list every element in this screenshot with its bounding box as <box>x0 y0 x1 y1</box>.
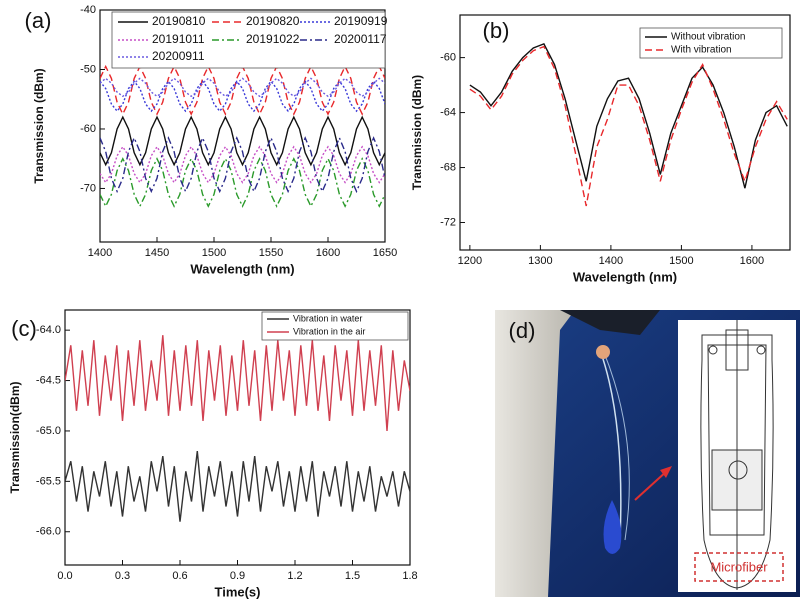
legend-label: With vibration <box>671 45 732 56</box>
series-line <box>100 157 385 208</box>
y-tick-label: -65.0 <box>36 425 61 437</box>
x-tick-label: 1.2 <box>287 570 302 582</box>
y-tick-label: -64.5 <box>36 374 61 386</box>
x-axis-label: Wavelength (nm) <box>190 261 294 276</box>
legend-label: Vibration in water <box>293 313 362 323</box>
x-tick-label: 0.3 <box>115 570 130 582</box>
y-tick-label: -64.0 <box>36 324 61 336</box>
x-tick-label: 1600 <box>740 255 764 267</box>
series-line <box>100 77 385 98</box>
x-tick-label: 1.5 <box>345 570 360 582</box>
legend-label: 20200117 <box>334 32 387 46</box>
y-tick-label: -66.0 <box>36 526 61 538</box>
x-tick-label: 1450 <box>145 247 169 259</box>
fiber-cable <box>599 349 622 541</box>
x-tick-label: 0.9 <box>230 570 245 582</box>
legend-box <box>111 11 386 69</box>
x-tick-label: 1400 <box>599 255 623 267</box>
arrow <box>634 469 669 501</box>
panel-label: (d) <box>509 318 536 343</box>
legend-label: 20190810 <box>152 14 206 28</box>
deck-edge <box>560 310 660 335</box>
y-tick-label: -68 <box>440 161 456 173</box>
y-tick-label: -64 <box>440 106 456 118</box>
legend-box <box>639 27 783 59</box>
panel-label: (a) <box>25 8 52 33</box>
sensor-capsule <box>603 500 622 554</box>
photo-panel: Microfiber (d) <box>495 310 800 597</box>
x-tick-label: 0.6 <box>172 570 187 582</box>
microfiber-box <box>694 552 784 582</box>
inset-label: Microfiber <box>710 559 768 574</box>
legend-label: 20200911 <box>152 49 205 63</box>
inset-outline <box>700 320 774 590</box>
legend-label: 20190820 <box>246 14 300 28</box>
legend-label: Without vibration <box>671 32 745 43</box>
x-tick-label: 0.0 <box>57 570 72 582</box>
plot-frame <box>64 309 411 566</box>
series-line <box>100 115 385 167</box>
series-line <box>100 136 385 194</box>
x-tick-label: 1200 <box>458 255 482 267</box>
x-tick-label: 1650 <box>373 247 397 259</box>
y-axis-label: Transmission (dBm) <box>410 75 424 190</box>
chart-panel: 1200 1300 1400 1500 1600 -72 -68 -64 -60 Waveleng… <box>410 14 791 284</box>
y-tick-label: -40 <box>80 4 96 16</box>
legend-label: 20191022 <box>246 32 300 46</box>
chart-panel: 1400 1450 1500 1550 1600 1650 -70 -60 -50 -40 Wave… <box>25 4 398 277</box>
y-tick-label: -70 <box>80 182 96 194</box>
series-line <box>469 45 788 207</box>
x-tick-label: 1600 <box>316 247 340 259</box>
arrow-head <box>660 466 672 478</box>
series-line <box>100 145 385 184</box>
rope <box>602 349 630 541</box>
x-tick-label: 1500 <box>202 247 226 259</box>
y-tick-label: -50 <box>80 63 96 75</box>
legend-label: 20191011 <box>152 32 205 46</box>
series-line <box>65 335 410 431</box>
x-axis-label: Time(s) <box>215 584 261 599</box>
x-tick-label: 1300 <box>528 255 552 267</box>
legend-label: 20190919 <box>334 14 388 28</box>
panel-label: (c) <box>11 316 37 341</box>
x-tick-label: 1.8 <box>402 570 417 582</box>
y-axis-label: Transmission (dBm) <box>32 68 46 183</box>
x-tick-label: 1400 <box>88 247 112 259</box>
series-line <box>469 43 788 189</box>
y-tick-label: -65.5 <box>36 475 61 487</box>
chart-panel: 0.0 0.3 0.6 0.9 1.2 1.5 1.8 -66.0 -65.5 -65.0 -64.… <box>8 309 418 599</box>
x-tick-label: 1500 <box>669 255 693 267</box>
series-line <box>65 451 410 522</box>
x-tick-label: 1550 <box>259 247 283 259</box>
y-tick-label: -60 <box>440 52 456 64</box>
panel-label: (b) <box>483 18 510 43</box>
y-tick-label: -60 <box>80 123 96 135</box>
boat-hull <box>495 310 575 597</box>
legend-box <box>261 311 409 341</box>
x-axis-label: Wavelength (nm) <box>573 269 677 284</box>
y-axis-label: Transmission(dBm) <box>8 381 22 493</box>
float <box>596 345 610 359</box>
legend-label: Vibration in the air <box>293 326 365 336</box>
y-tick-label: -72 <box>440 216 456 228</box>
